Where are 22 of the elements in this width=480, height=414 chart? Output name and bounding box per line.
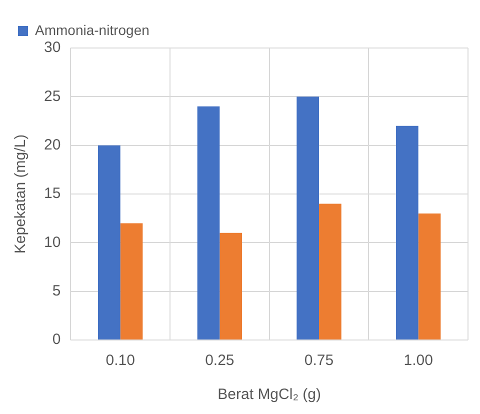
x-tick-label: 0.25 [205, 352, 234, 370]
legend-label: Ammonia-nitrogen [35, 22, 150, 38]
y-axis-title: Kepekatan (mg/L) [12, 134, 30, 254]
y-tick-label: 15 [44, 185, 61, 202]
x-tick-label: 0.75 [304, 352, 334, 370]
bar [296, 96, 320, 340]
y-tick-label: 20 [44, 136, 61, 154]
bar [396, 126, 418, 340]
y-tick-label: 0 [52, 331, 61, 348]
bar [220, 232, 242, 340]
bar [197, 106, 220, 340]
x-axis-title: Berat MgCl₂ (g) [218, 386, 322, 404]
y-tick-label: 25 [44, 88, 61, 105]
x-tick-label: 1.00 [404, 352, 433, 370]
bar [120, 223, 143, 340]
y-tick-label: 30 [44, 39, 61, 56]
y-tick-label: 10 [44, 234, 61, 251]
bar [319, 204, 342, 340]
y-tick-label: 5 [52, 282, 61, 300]
bar [418, 213, 441, 340]
x-tick-label: 0.10 [106, 352, 135, 370]
bar [98, 145, 120, 340]
